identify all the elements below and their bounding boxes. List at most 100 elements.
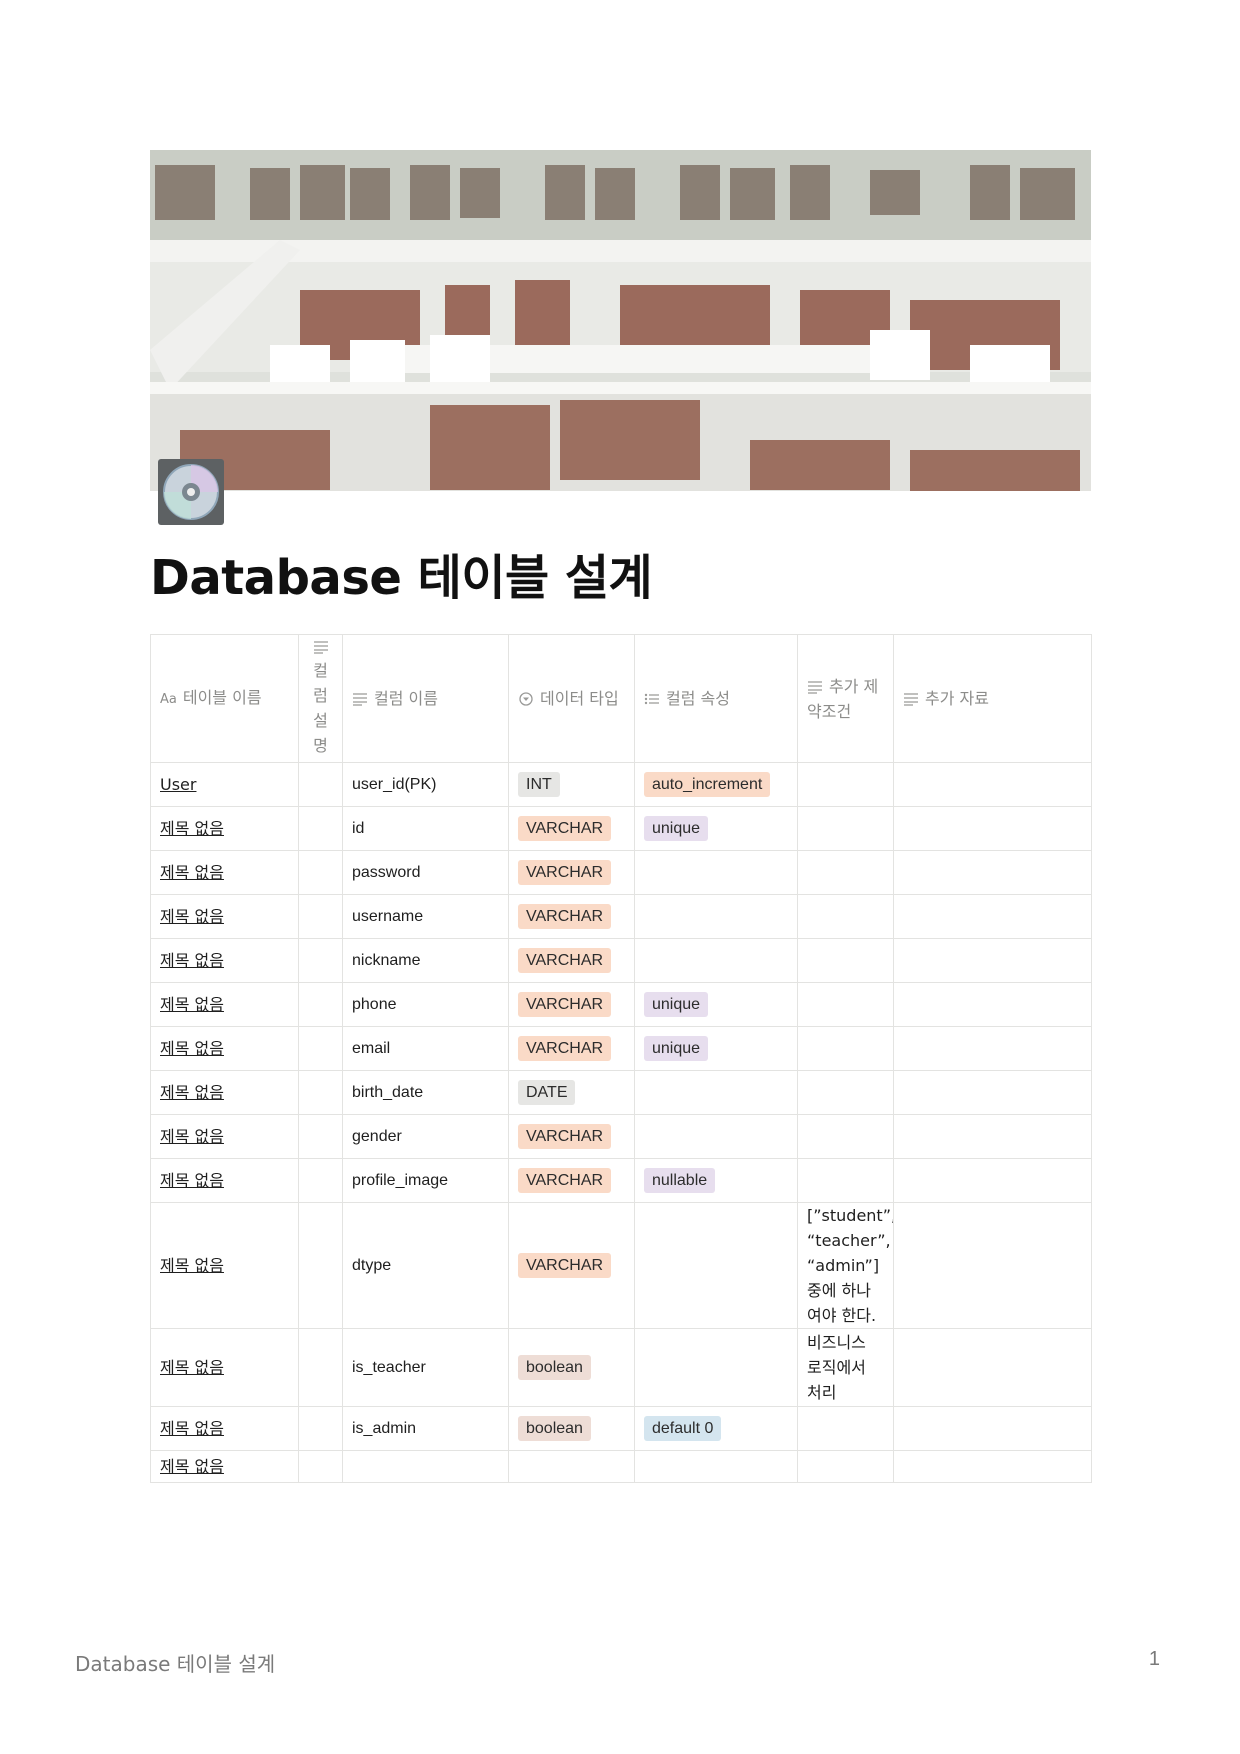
row-title-link[interactable]: 제목 없음 [160, 1082, 224, 1102]
cell-data-type[interactable]: VARCHAR [508, 938, 635, 983]
header-extra-material[interactable]: 추가 자료 [893, 634, 1092, 763]
cell-column-name[interactable]: password [342, 850, 509, 895]
cell-table-name[interactable]: 제목 없음 [150, 1070, 299, 1115]
cell-extra-material[interactable] [893, 1158, 1092, 1203]
cell-column-name[interactable]: is_teacher [342, 1328, 509, 1407]
cell-column-attributes[interactable] [634, 1114, 798, 1159]
cell-table-name[interactable]: 제목 없음 [150, 1158, 299, 1203]
table-row[interactable]: 제목 없음 password VARCHAR [150, 850, 1092, 895]
cell-column-attributes[interactable]: default 0 [634, 1406, 798, 1451]
cell-table-name[interactable]: 제목 없음 [150, 1406, 299, 1451]
cell-data-type[interactable]: boolean [508, 1406, 635, 1451]
cell-column-attributes[interactable] [634, 1070, 798, 1115]
row-title-link[interactable]: 제목 없음 [160, 994, 224, 1014]
cell-column-name[interactable]: dtype [342, 1202, 509, 1329]
cell-column-description[interactable] [298, 1328, 343, 1407]
table-row[interactable]: 제목 없음 username VARCHAR [150, 894, 1092, 939]
row-title-link[interactable]: 제목 없음 [160, 1255, 224, 1275]
row-title-link[interactable]: 제목 없음 [160, 1126, 224, 1146]
cell-extra-constraints[interactable]: 비즈니스 로직에서 처리 [797, 1328, 894, 1407]
cell-column-name[interactable]: profile_image [342, 1158, 509, 1203]
cell-table-name[interactable]: 제목 없음 [150, 806, 299, 851]
cell-extra-constraints[interactable] [797, 1158, 894, 1203]
header-column-attributes[interactable]: 컬럼 속성 [634, 634, 798, 763]
cell-extra-constraints[interactable] [797, 938, 894, 983]
cell-column-attributes[interactable]: unique [634, 1026, 798, 1071]
cell-extra-constraints[interactable] [797, 762, 894, 807]
cell-column-description[interactable] [298, 894, 343, 939]
cell-column-name[interactable]: email [342, 1026, 509, 1071]
table-row[interactable]: 제목 없음 is_teacher boolean 비즈니스 로직에서 처리 [150, 1328, 1092, 1407]
cell-column-name[interactable]: username [342, 894, 509, 939]
cell-column-description[interactable] [298, 1202, 343, 1329]
cell-extra-constraints[interactable] [797, 806, 894, 851]
cell-extra-constraints[interactable] [797, 1406, 894, 1451]
cell-table-name[interactable]: 제목 없음 [150, 1328, 299, 1407]
cell-column-name[interactable] [342, 1450, 509, 1483]
cell-data-type[interactable]: VARCHAR [508, 1202, 635, 1329]
cell-data-type[interactable]: VARCHAR [508, 850, 635, 895]
cell-column-attributes[interactable] [634, 938, 798, 983]
cell-data-type[interactable]: DATE [508, 1070, 635, 1115]
cell-extra-constraints[interactable] [797, 1070, 894, 1115]
cell-data-type[interactable]: VARCHAR [508, 1026, 635, 1071]
cell-extra-material[interactable] [893, 1406, 1092, 1451]
cell-column-description[interactable] [298, 1406, 343, 1451]
cell-column-description[interactable] [298, 1158, 343, 1203]
header-data-type[interactable]: 데이터 타입 [508, 634, 635, 763]
cell-table-name[interactable]: User [150, 762, 299, 807]
header-extra-constraints[interactable]: 추가 제약조건 [797, 634, 894, 763]
cell-data-type[interactable]: boolean [508, 1328, 635, 1407]
cell-extra-material[interactable] [893, 1070, 1092, 1115]
header-table-name[interactable]: Aa 테이블 이름 [150, 634, 299, 763]
table-row[interactable]: 제목 없음 [150, 1450, 1092, 1483]
table-row[interactable]: 제목 없음 is_admin boolean default 0 [150, 1406, 1092, 1451]
table-row[interactable]: 제목 없음 birth_date DATE [150, 1070, 1092, 1115]
cell-data-type[interactable] [508, 1450, 635, 1483]
cell-extra-material[interactable] [893, 1328, 1092, 1407]
cell-column-attributes[interactable] [634, 850, 798, 895]
table-row[interactable]: 제목 없음 email VARCHAR unique [150, 1026, 1092, 1071]
cell-column-attributes[interactable]: auto_increment [634, 762, 798, 807]
row-title-link[interactable]: 제목 없음 [160, 1170, 224, 1190]
table-row[interactable]: 제목 없음 nickname VARCHAR [150, 938, 1092, 983]
row-title-link[interactable]: 제목 없음 [160, 862, 224, 882]
cell-table-name[interactable]: 제목 없음 [150, 1026, 299, 1071]
cell-column-description[interactable] [298, 850, 343, 895]
cell-column-description[interactable] [298, 982, 343, 1027]
cell-column-description[interactable] [298, 806, 343, 851]
cell-table-name[interactable]: 제목 없음 [150, 1450, 299, 1483]
cell-column-description[interactable] [298, 1450, 343, 1483]
cell-table-name[interactable]: 제목 없음 [150, 894, 299, 939]
cell-column-attributes[interactable]: nullable [634, 1158, 798, 1203]
table-row[interactable]: 제목 없음 profile_image VARCHAR nullable [150, 1158, 1092, 1203]
cell-extra-constraints[interactable] [797, 1450, 894, 1483]
cell-extra-constraints[interactable] [797, 1114, 894, 1159]
cell-extra-material[interactable] [893, 982, 1092, 1027]
cell-extra-material[interactable] [893, 850, 1092, 895]
row-title-link[interactable]: User [160, 774, 197, 794]
cell-extra-material[interactable] [893, 1026, 1092, 1071]
cell-data-type[interactable]: VARCHAR [508, 982, 635, 1027]
cell-column-name[interactable]: birth_date [342, 1070, 509, 1115]
cell-extra-material[interactable] [893, 762, 1092, 807]
cell-table-name[interactable]: 제목 없음 [150, 850, 299, 895]
cell-column-description[interactable] [298, 1070, 343, 1115]
row-title-link[interactable]: 제목 없음 [160, 1456, 224, 1476]
cell-column-name[interactable]: nickname [342, 938, 509, 983]
cell-column-description[interactable] [298, 762, 343, 807]
row-title-link[interactable]: 제목 없음 [160, 1357, 224, 1377]
row-title-link[interactable]: 제목 없음 [160, 1418, 224, 1438]
cell-data-type[interactable]: VARCHAR [508, 1114, 635, 1159]
cell-extra-constraints[interactable] [797, 894, 894, 939]
cell-column-attributes[interactable]: unique [634, 806, 798, 851]
cell-column-name[interactable]: user_id(PK) [342, 762, 509, 807]
cell-data-type[interactable]: VARCHAR [508, 806, 635, 851]
cell-data-type[interactable]: VARCHAR [508, 894, 635, 939]
cell-table-name[interactable]: 제목 없음 [150, 982, 299, 1027]
cell-extra-constraints[interactable] [797, 850, 894, 895]
row-title-link[interactable]: 제목 없음 [160, 1038, 224, 1058]
cell-extra-constraints[interactable] [797, 1026, 894, 1071]
row-title-link[interactable]: 제목 없음 [160, 950, 224, 970]
cell-data-type[interactable]: VARCHAR [508, 1158, 635, 1203]
